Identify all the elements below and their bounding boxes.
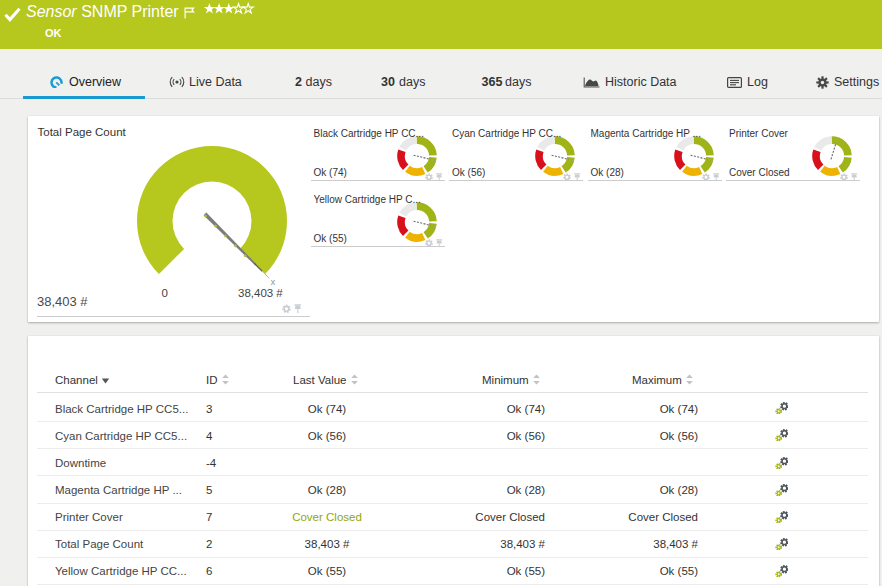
- svg-text:x: x: [270, 276, 275, 287]
